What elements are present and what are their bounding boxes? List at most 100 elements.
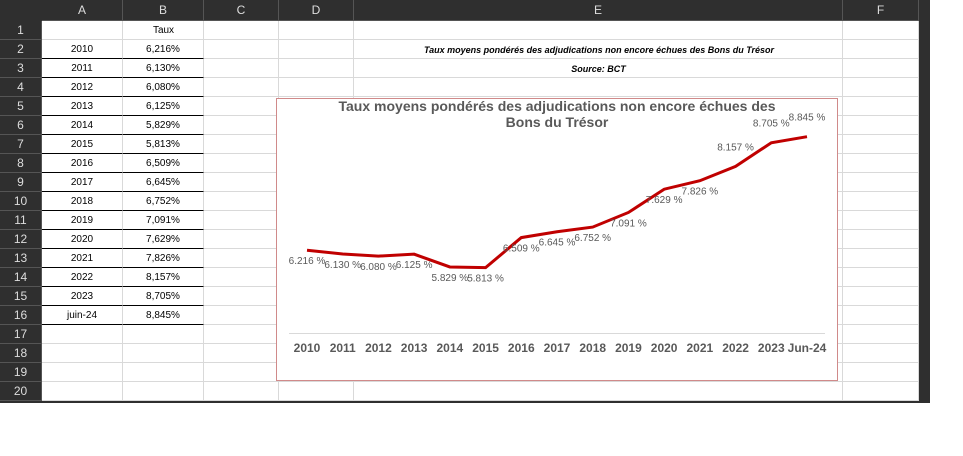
- row-header: 4: [0, 78, 42, 97]
- cell: [843, 97, 919, 116]
- table-cell: juin-24: [42, 306, 123, 325]
- cell: [279, 382, 354, 401]
- cell: [42, 21, 123, 40]
- column-header: A: [42, 0, 123, 21]
- cell: [843, 211, 919, 230]
- data-label: 8.845 %: [789, 113, 826, 124]
- x-tick-label: 2019: [615, 341, 642, 355]
- data-label: 7.629 %: [646, 195, 683, 206]
- row-header: 12: [0, 230, 42, 249]
- row-header: 3: [0, 59, 42, 78]
- x-tick-label: 2015: [472, 341, 499, 355]
- table-cell: 2022: [42, 268, 123, 287]
- cell: [123, 344, 204, 363]
- table-header: Taux: [152, 25, 175, 36]
- table-cell: 2013: [42, 97, 123, 116]
- cell: [354, 382, 843, 401]
- cell: [843, 306, 919, 325]
- table-cell: 2021: [42, 249, 123, 268]
- cell: [843, 230, 919, 249]
- table-cell: 2010: [42, 40, 123, 59]
- table-cell: 2023: [42, 287, 123, 306]
- cell: [843, 363, 919, 382]
- table-cell: 6,080%: [123, 78, 204, 97]
- data-label: 8.705 %: [753, 119, 790, 130]
- cell: [204, 78, 279, 97]
- data-label: 8.157 %: [717, 142, 754, 153]
- data-label: 5.829 %: [432, 273, 469, 284]
- cell: [123, 21, 204, 40]
- cell: [42, 382, 123, 401]
- data-label: 6.125 %: [396, 260, 433, 271]
- x-tick-label: 2013: [401, 341, 428, 355]
- x-tick-label: 2020: [651, 341, 678, 355]
- cell: [354, 78, 843, 97]
- table-cell: 6,216%: [123, 40, 204, 59]
- row-header: 18: [0, 344, 42, 363]
- data-label: 6.752 %: [574, 233, 611, 244]
- row-header: 10: [0, 192, 42, 211]
- data-label: 6.216 %: [289, 256, 326, 267]
- data-label: 6.509 %: [503, 244, 540, 255]
- row-header: 5: [0, 97, 42, 116]
- column-header: D: [279, 0, 354, 21]
- cell: [843, 325, 919, 344]
- x-tick-label: 2022: [722, 341, 749, 355]
- cell: [354, 21, 843, 40]
- x-tick-label: 2017: [544, 341, 571, 355]
- table-cell: 2014: [42, 116, 123, 135]
- row-header: 6: [0, 116, 42, 135]
- row-header: 20: [0, 382, 42, 401]
- row-header: 1: [0, 21, 42, 40]
- table-cell: 2011: [42, 59, 123, 78]
- column-header: C: [204, 0, 279, 21]
- cell: [843, 192, 919, 211]
- cell: [42, 325, 123, 344]
- cell: [843, 59, 919, 78]
- data-label: 6.080 %: [360, 262, 397, 273]
- cell: [204, 382, 279, 401]
- cell: [123, 325, 204, 344]
- cell: [123, 382, 204, 401]
- row-header: 9: [0, 173, 42, 192]
- table-cell: 5,813%: [123, 135, 204, 154]
- table-cell: 2016: [42, 154, 123, 173]
- x-tick-label: 2016: [508, 341, 535, 355]
- table-cell: 2018: [42, 192, 123, 211]
- column-header: F: [843, 0, 919, 21]
- data-label: 6.130 %: [324, 260, 361, 271]
- cell: [279, 59, 354, 78]
- table-cell: 7,826%: [123, 249, 204, 268]
- data-label: 5.813 %: [467, 274, 504, 285]
- row-header: 19: [0, 363, 42, 382]
- x-tick-label: 2014: [437, 341, 464, 355]
- table-cell: 5,829%: [123, 116, 204, 135]
- x-tick-label: 2012: [365, 341, 392, 355]
- x-tick-label: 2018: [579, 341, 606, 355]
- x-tick-label: 2021: [687, 341, 714, 355]
- table-cell: 6,645%: [123, 173, 204, 192]
- row-header: 2: [0, 40, 42, 59]
- cell: [843, 344, 919, 363]
- table-cell: 8,845%: [123, 306, 204, 325]
- table-cell: 6,752%: [123, 192, 204, 211]
- cell: [843, 249, 919, 268]
- row-header: 11: [0, 211, 42, 230]
- table-cell: 2012: [42, 78, 123, 97]
- data-label: 7.826 %: [682, 187, 719, 198]
- table-cell: 6,509%: [123, 154, 204, 173]
- note-source: Source: BCT: [571, 63, 626, 74]
- cell: [843, 268, 919, 287]
- table-cell: 7,629%: [123, 230, 204, 249]
- cell: [354, 40, 843, 59]
- cell: [354, 59, 843, 78]
- note-title: Taux moyens pondérés des adjudications n…: [423, 44, 775, 55]
- table-cell: 6,125%: [123, 97, 204, 116]
- cell: [843, 173, 919, 192]
- cell: [279, 78, 354, 97]
- x-tick-label: Jun-24: [788, 341, 827, 355]
- cell: [843, 78, 919, 97]
- table-cell: 7,091%: [123, 211, 204, 230]
- chart-title: Taux moyens pondérés des adjudications n…: [339, 98, 776, 130]
